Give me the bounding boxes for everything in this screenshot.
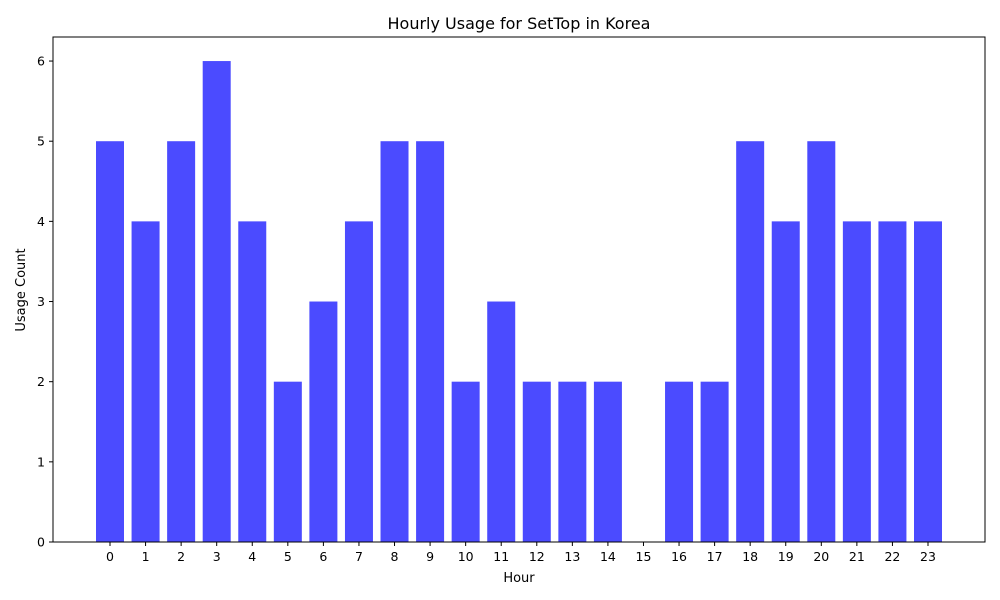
y-ticks: 0 1 2 3 4 5 6 xyxy=(37,54,53,550)
x-tick-label: 17 xyxy=(707,549,723,564)
bar-hour-2 xyxy=(167,141,196,542)
bar-hour-4 xyxy=(238,221,267,542)
bar-hour-3 xyxy=(202,61,231,543)
x-tick-label: 4 xyxy=(248,549,256,564)
x-axis-label: Hour xyxy=(503,571,535,586)
x-tick-label: 18 xyxy=(742,549,758,564)
y-tick-label: 0 xyxy=(37,535,45,550)
bar-hour-9 xyxy=(416,141,445,542)
x-ticks: 0 1 2 3 4 5 6 7 8 9 10 11 12 13 14 15 16 17 18 19 20 21 22 23 xyxy=(106,542,936,564)
y-tick-label: 5 xyxy=(37,134,45,149)
x-tick-label: 10 xyxy=(458,549,474,564)
y-axis-label: Usage Count xyxy=(14,248,29,331)
x-tick-label: 22 xyxy=(884,549,900,564)
bar-hour-18 xyxy=(736,141,765,542)
y-tick-label: 6 xyxy=(37,54,45,69)
bar-hour-13 xyxy=(558,381,587,542)
x-tick-label: 19 xyxy=(778,549,794,564)
bars-group xyxy=(96,61,942,543)
x-tick-label: 11 xyxy=(493,549,509,564)
y-tick-label: 1 xyxy=(37,454,45,469)
bar-hour-5 xyxy=(273,381,302,542)
bar-hour-22 xyxy=(878,221,907,542)
chart-title: Hourly Usage for SetTop in Korea xyxy=(388,14,651,33)
x-tick-label: 12 xyxy=(529,549,545,564)
bar-hour-10 xyxy=(451,381,480,542)
bar-hour-20 xyxy=(807,141,836,542)
x-tick-label: 8 xyxy=(391,549,399,564)
bar-hour-23 xyxy=(914,221,942,542)
bar-hour-1 xyxy=(131,221,160,542)
y-tick-label: 4 xyxy=(37,214,45,229)
x-tick-label: 20 xyxy=(813,549,829,564)
x-tick-label: 0 xyxy=(106,549,114,564)
x-tick-label: 15 xyxy=(636,549,652,564)
x-tick-label: 21 xyxy=(849,549,865,564)
x-tick-label: 6 xyxy=(319,549,327,564)
x-tick-label: 1 xyxy=(142,549,150,564)
bar-hour-8 xyxy=(380,141,409,542)
bar-hour-6 xyxy=(309,301,338,542)
x-tick-label: 9 xyxy=(426,549,434,564)
x-tick-label: 5 xyxy=(284,549,292,564)
bar-hour-0 xyxy=(96,141,124,542)
x-tick-label: 16 xyxy=(671,549,687,564)
bar-hour-12 xyxy=(522,381,551,542)
x-tick-label: 13 xyxy=(564,549,580,564)
x-tick-label: 7 xyxy=(355,549,363,564)
x-tick-label: 3 xyxy=(213,549,221,564)
x-tick-label: 23 xyxy=(920,549,936,564)
bar-hour-11 xyxy=(487,301,516,542)
plot-frame xyxy=(52,36,986,543)
bar-hour-14 xyxy=(593,381,622,542)
y-tick-label: 3 xyxy=(37,294,45,309)
x-tick-label: 2 xyxy=(177,549,185,564)
bar-hour-17 xyxy=(700,381,729,542)
bar-hour-19 xyxy=(771,221,800,542)
bar-hour-7 xyxy=(344,221,373,542)
bar-hour-16 xyxy=(665,381,694,542)
x-tick-label: 14 xyxy=(600,549,616,564)
bar-hour-21 xyxy=(842,221,871,542)
y-tick-label: 2 xyxy=(37,374,45,389)
